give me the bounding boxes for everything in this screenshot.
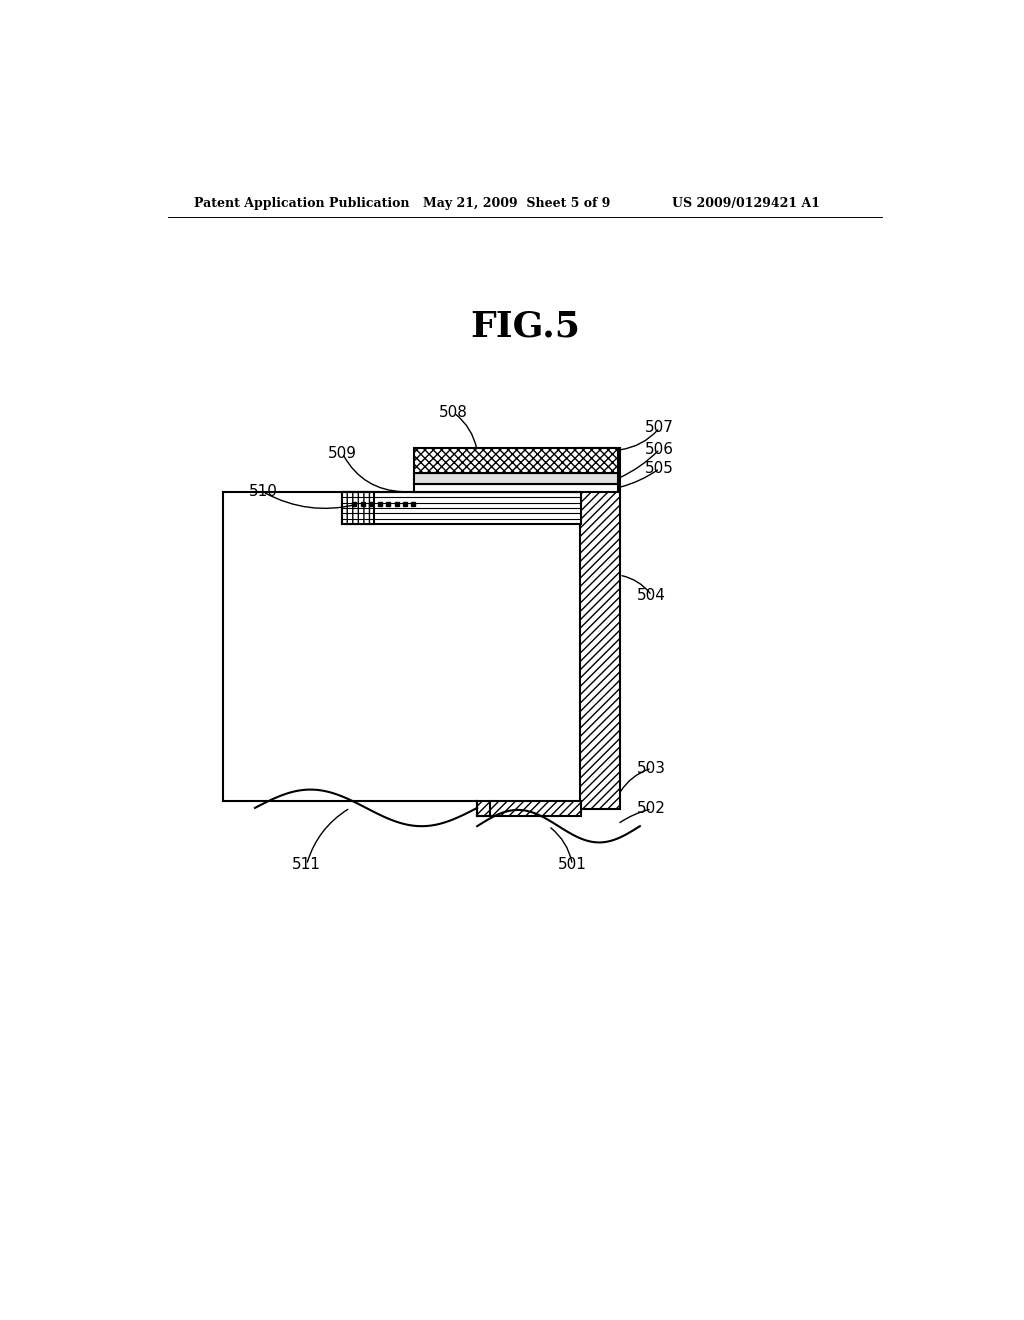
Text: May 21, 2009  Sheet 5 of 9: May 21, 2009 Sheet 5 of 9: [423, 197, 610, 210]
Text: 508: 508: [439, 405, 468, 420]
Bar: [414, 447, 618, 474]
Text: 503: 503: [637, 760, 667, 776]
Text: 511: 511: [292, 857, 321, 873]
Text: 509: 509: [328, 446, 356, 461]
Text: Patent Application Publication: Patent Application Publication: [194, 197, 410, 210]
Text: US 2009/0129421 A1: US 2009/0129421 A1: [672, 197, 819, 210]
Text: 502: 502: [637, 801, 667, 816]
Bar: [342, 492, 374, 524]
Bar: [581, 447, 621, 809]
Bar: [477, 801, 582, 816]
Text: 506: 506: [645, 442, 674, 457]
Bar: [342, 492, 582, 524]
Text: 501: 501: [558, 857, 587, 873]
Text: 505: 505: [645, 461, 674, 477]
Text: 504: 504: [637, 587, 667, 603]
Text: 507: 507: [645, 420, 674, 436]
Text: 510: 510: [249, 484, 278, 499]
Text: FIG.5: FIG.5: [470, 309, 580, 343]
Bar: [414, 474, 618, 483]
Bar: [414, 483, 618, 492]
